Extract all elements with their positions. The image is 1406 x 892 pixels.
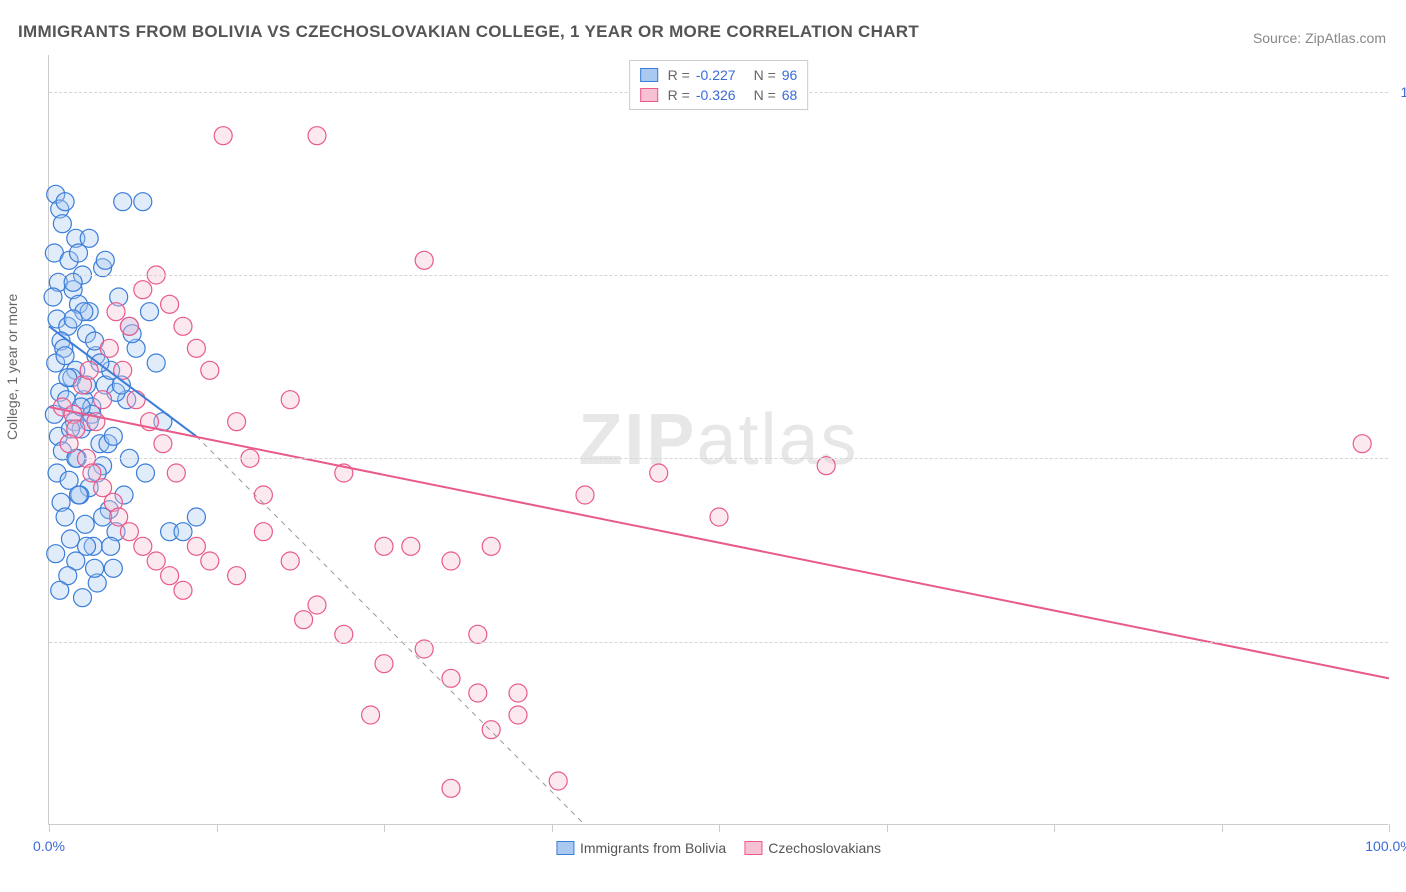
y-tick-label: 100.0% — [1393, 84, 1406, 100]
gridline — [49, 458, 1388, 459]
chart-area: ZIPatlas R = -0.227 N = 96 R = -0.326 N … — [48, 55, 1388, 825]
n-value: 68 — [782, 87, 798, 103]
scatter-plot — [49, 55, 1388, 824]
legend-item: Immigrants from Bolivia — [556, 840, 726, 856]
legend-series: Immigrants from Bolivia Czechoslovakians — [556, 840, 881, 856]
legend-label: Immigrants from Bolivia — [580, 840, 726, 856]
r-label: R = — [668, 87, 690, 103]
legend-swatch-icon — [556, 841, 574, 855]
y-axis-label: College, 1 year or more — [4, 294, 20, 440]
legend-swatch-icon — [640, 88, 658, 102]
legend-stats-row: R = -0.326 N = 68 — [640, 85, 798, 105]
gridline — [49, 275, 1388, 276]
y-tick-label: 75.0% — [1393, 267, 1406, 283]
x-tick-label: 0.0% — [33, 838, 65, 854]
legend-stats-row: R = -0.227 N = 96 — [640, 65, 798, 85]
x-tick — [384, 824, 385, 832]
x-tick — [217, 824, 218, 832]
legend-item: Czechoslovakians — [744, 840, 881, 856]
x-tick-label: 100.0% — [1365, 838, 1406, 854]
legend-swatch-icon — [744, 841, 762, 855]
x-tick — [1054, 824, 1055, 832]
x-tick — [1389, 824, 1390, 832]
y-tick-label: 25.0% — [1393, 634, 1406, 650]
x-tick — [1222, 824, 1223, 832]
source-label: Source: ZipAtlas.com — [1253, 30, 1386, 46]
x-tick — [552, 824, 553, 832]
n-label: N = — [754, 67, 776, 83]
y-tick-label: 50.0% — [1393, 450, 1406, 466]
gridline — [49, 642, 1388, 643]
r-value: -0.227 — [696, 67, 736, 83]
n-value: 96 — [782, 67, 798, 83]
chart-title: IMMIGRANTS FROM BOLIVIA VS CZECHOSLOVAKI… — [18, 22, 919, 42]
legend-stats: R = -0.227 N = 96 R = -0.326 N = 68 — [629, 60, 809, 110]
r-label: R = — [668, 67, 690, 83]
legend-swatch-icon — [640, 68, 658, 82]
x-tick — [49, 824, 50, 832]
r-value: -0.326 — [696, 87, 736, 103]
x-tick — [719, 824, 720, 832]
n-label: N = — [754, 87, 776, 103]
legend-label: Czechoslovakians — [768, 840, 881, 856]
x-tick — [887, 824, 888, 832]
